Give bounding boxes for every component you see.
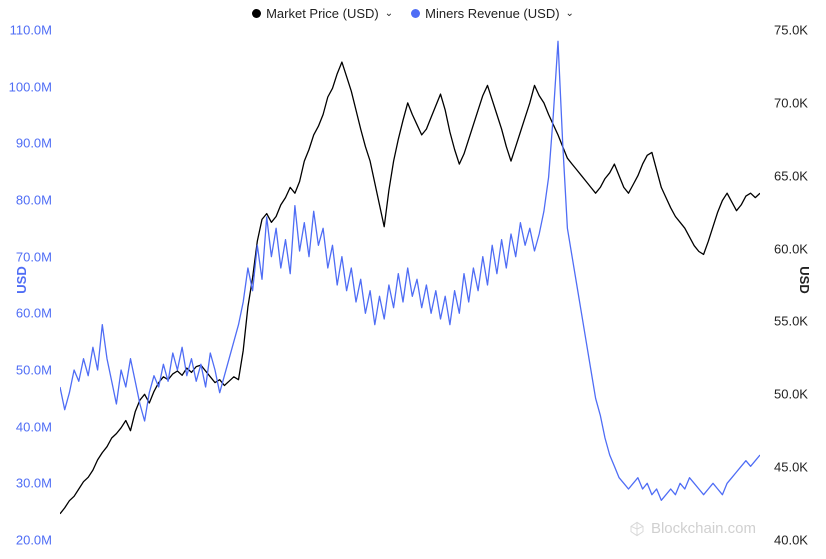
chart-svg bbox=[60, 30, 760, 540]
y-left-tick-label: 50.0M bbox=[16, 363, 52, 378]
watermark-text: Blockchain.com bbox=[651, 520, 756, 537]
watermark: Blockchain.com bbox=[629, 520, 756, 537]
legend-item-market-price[interactable]: Market Price (USD) ⌄ bbox=[252, 6, 393, 21]
y-right-tick-label: 40.0K bbox=[774, 533, 808, 548]
chevron-down-icon: ⌄ bbox=[566, 8, 574, 19]
y-right-tick-label: 55.0K bbox=[774, 314, 808, 329]
chart-legend: Market Price (USD) ⌄ Miners Revenue (USD… bbox=[0, 6, 826, 21]
y-right-tick-label: 75.0K bbox=[774, 23, 808, 38]
y-left-tick-label: 100.0M bbox=[9, 79, 52, 94]
y-left-tick-label: 30.0M bbox=[16, 476, 52, 491]
blockchain-logo-icon bbox=[629, 521, 645, 537]
y-right-tick-label: 60.0K bbox=[774, 241, 808, 256]
legend-label-miners-revenue: Miners Revenue (USD) bbox=[425, 6, 559, 21]
series-line bbox=[60, 62, 760, 514]
y-left-tick-label: 110.0M bbox=[10, 23, 52, 38]
legend-item-miners-revenue[interactable]: Miners Revenue (USD) ⌄ bbox=[411, 6, 574, 21]
y-left-tick-label: 20.0M bbox=[16, 533, 52, 548]
y-left-tick-label: 60.0M bbox=[16, 306, 52, 321]
y-right-tick-label: 65.0K bbox=[774, 168, 808, 183]
legend-marker-miners-revenue bbox=[411, 9, 420, 18]
y-right-tick-label: 50.0K bbox=[774, 387, 808, 402]
chevron-down-icon: ⌄ bbox=[385, 8, 393, 19]
y-right-tick-label: 70.0K bbox=[774, 95, 808, 110]
y-left-tick-label: 40.0M bbox=[16, 419, 52, 434]
y-axis-left-title: USD bbox=[14, 266, 29, 293]
y-left-tick-label: 70.0M bbox=[16, 249, 52, 264]
chart-plot-area bbox=[60, 30, 760, 540]
y-right-tick-label: 45.0K bbox=[774, 460, 808, 475]
legend-label-market-price: Market Price (USD) bbox=[266, 6, 379, 21]
y-axis-right-title: USD bbox=[797, 266, 812, 293]
legend-marker-market-price bbox=[252, 9, 261, 18]
y-left-tick-label: 80.0M bbox=[16, 193, 52, 208]
y-left-tick-label: 90.0M bbox=[16, 136, 52, 151]
